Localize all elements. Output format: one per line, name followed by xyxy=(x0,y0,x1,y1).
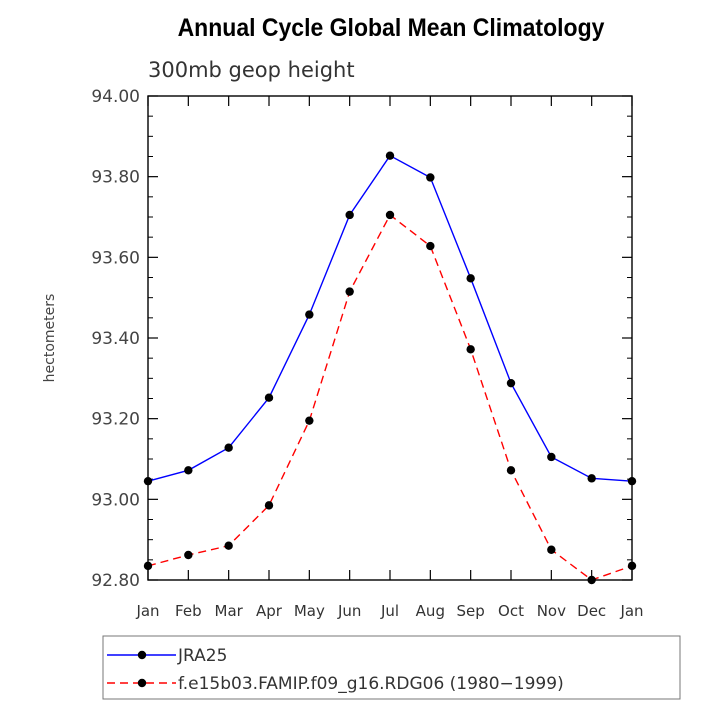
series-line xyxy=(147,154,633,482)
series-point xyxy=(466,345,475,354)
series-point xyxy=(385,151,395,160)
y-tick-label: 93.80 xyxy=(91,168,140,188)
series-point xyxy=(224,541,233,550)
series-point xyxy=(466,274,475,283)
y-tick-label: 93.40 xyxy=(91,329,140,349)
chart-subtitle: 300mb geop height xyxy=(148,58,355,82)
series-point xyxy=(305,416,314,425)
series-point xyxy=(184,550,193,560)
series-point xyxy=(345,287,354,296)
series-point xyxy=(426,241,435,251)
series-point xyxy=(184,466,193,475)
legend: JRA25 f.e15b03.FAMIP.f09_g16.RDG06 (1980−… xyxy=(102,635,681,700)
legend-label: f.e15b03.FAMIP.f09_g16.RDG06 (1980−1999) xyxy=(178,674,564,694)
x-tick-label: Jan xyxy=(619,602,643,620)
x-tick-label: Sep xyxy=(457,602,485,620)
chart-title: Annual Cycle Global Mean Climatology xyxy=(177,14,605,42)
x-tick-label: Dec xyxy=(577,602,606,620)
x-tick-label: Apr xyxy=(256,602,283,620)
x-tick-label: May xyxy=(294,602,325,620)
x-tick-label: Jul xyxy=(380,602,399,620)
y-tick-label: 94.00 xyxy=(91,87,140,107)
x-tick-label: Nov xyxy=(537,602,566,620)
plot-layer: 92.80 93.00 93.20 93.40 93.60 93.80 94.00 Jan Fe… xyxy=(91,87,643,620)
y-tick-label: 93.00 xyxy=(91,490,140,510)
series-point xyxy=(587,474,596,483)
series-line xyxy=(147,213,633,581)
series-point xyxy=(264,501,274,510)
legend-marker xyxy=(137,650,147,660)
series-point xyxy=(547,545,556,554)
series-point xyxy=(345,210,354,220)
legend-label: JRA25 xyxy=(177,646,227,666)
series-point xyxy=(547,452,556,462)
x-tick-label: Mar xyxy=(215,602,244,620)
y-tick-label: 93.20 xyxy=(91,410,140,430)
plot-frame xyxy=(147,95,633,581)
x-tick-label: Oct xyxy=(498,602,524,620)
series-point xyxy=(224,443,233,452)
y-tick-label: 93.60 xyxy=(91,248,140,268)
x-tick-label: Feb xyxy=(175,602,202,620)
x-tick-label: Jan xyxy=(135,602,159,620)
series-point xyxy=(506,466,516,475)
series-point xyxy=(426,173,435,182)
legend-box xyxy=(102,635,681,700)
legend-marker xyxy=(137,678,147,688)
series-point xyxy=(506,378,516,388)
x-tick-label: Aug xyxy=(416,602,445,620)
x-tick-label: Jun xyxy=(337,602,361,620)
y-axis-label: hectometers xyxy=(42,294,58,383)
series-point xyxy=(264,393,274,402)
y-tick-label: 92.80 xyxy=(91,571,140,591)
series-point xyxy=(305,310,314,319)
series-point xyxy=(385,210,395,220)
